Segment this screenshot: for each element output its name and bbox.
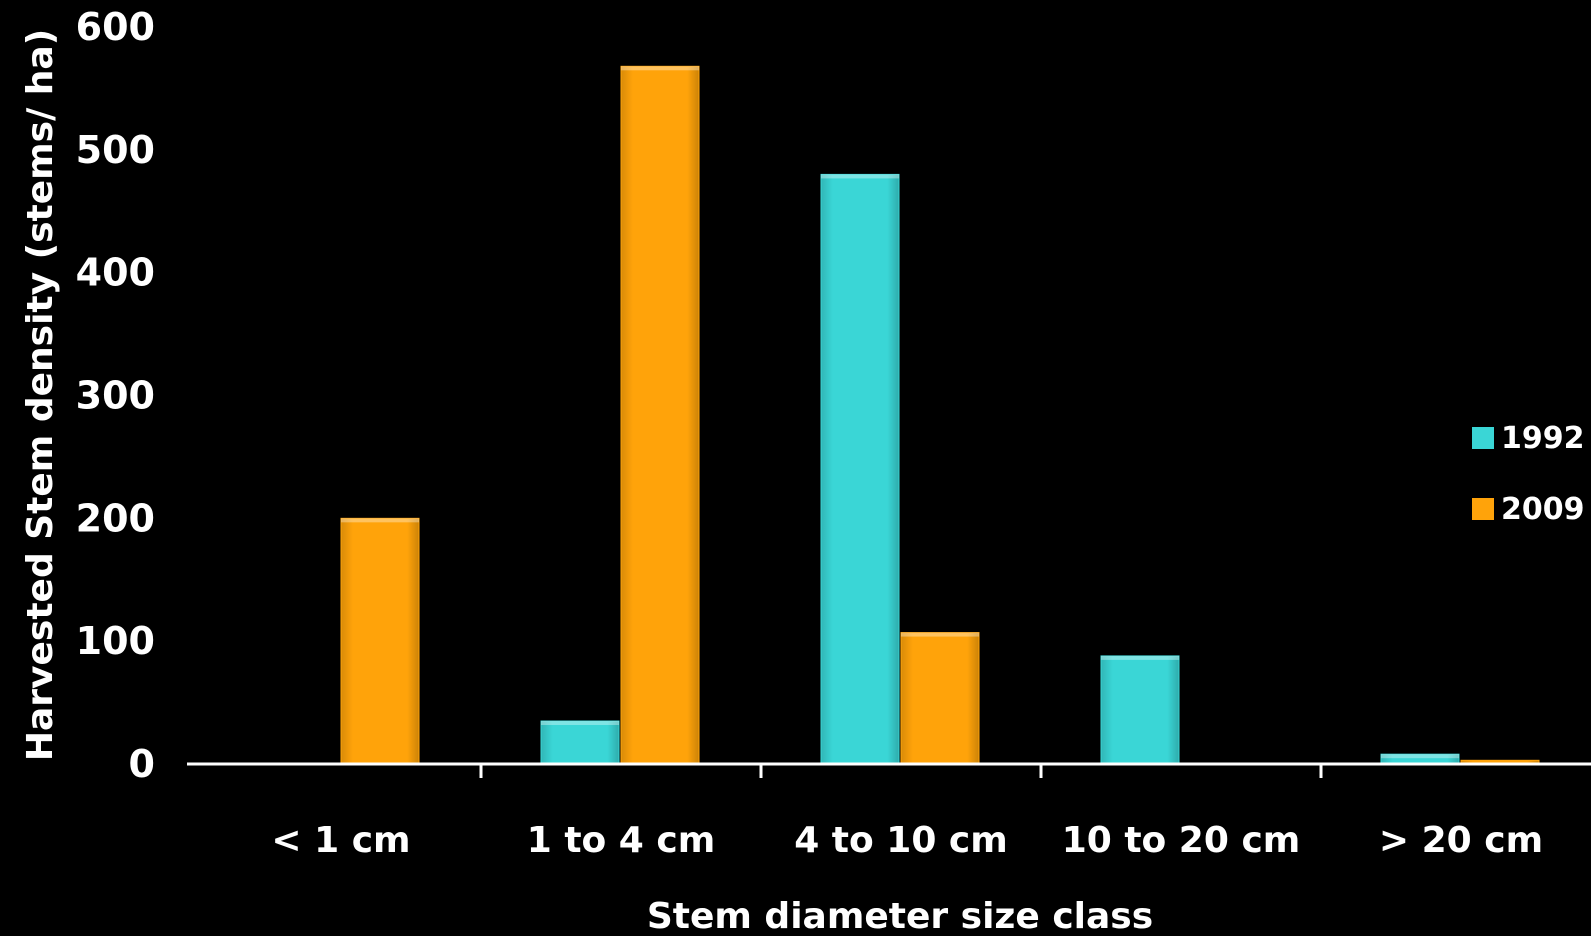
bar-highlight <box>341 518 419 523</box>
y-axis-title: Harvested Stem density (stems/ ha) <box>20 29 61 761</box>
bar-highlight <box>901 632 979 637</box>
y-tick-label: 500 <box>76 128 155 172</box>
x-tick-label: 10 to 20 cm <box>1062 820 1301 861</box>
bar-1992-1 <box>540 720 620 765</box>
y-tick-label: 400 <box>76 251 155 295</box>
legend-label-2009: 2009 <box>1501 492 1585 527</box>
legend-swatch-2009 <box>1472 498 1494 520</box>
bars <box>340 65 1540 765</box>
x-axis-ticks <box>479 764 1323 778</box>
bar-highlight <box>1381 754 1459 759</box>
y-tick-label: 300 <box>76 374 155 418</box>
x-tick-label: 1 to 4 cm <box>527 820 716 861</box>
y-tick-label: 0 <box>129 742 155 786</box>
bar-2009-1 <box>620 65 700 765</box>
legend-label-1992: 1992 <box>1501 421 1585 456</box>
bar-2009-2 <box>900 632 980 765</box>
bar-2009-0 <box>340 517 420 765</box>
bar-highlight <box>821 174 899 179</box>
x-axis-title: Stem diameter size class <box>647 896 1153 936</box>
x-tick-label: > 20 cm <box>1379 820 1543 861</box>
legend: 1992 2009 <box>1472 421 1585 527</box>
x-axis-labels: < 1 cm 1 to 4 cm 4 to 10 cm 10 to 20 cm > 20… <box>271 820 1543 861</box>
bar-highlight <box>541 721 619 726</box>
x-tick-label: < 1 cm <box>271 820 410 861</box>
bar-1992-2 <box>820 173 900 765</box>
y-tick-label: 600 <box>76 5 155 49</box>
y-tick-label: 200 <box>76 496 155 540</box>
y-axis-ticks: 0 100 200 300 400 500 600 <box>76 5 155 786</box>
bar-highlight <box>621 66 699 71</box>
bar-1992-3 <box>1100 655 1180 765</box>
legend-swatch-1992 <box>1472 427 1494 449</box>
bar-highlight <box>1101 655 1179 660</box>
y-tick-label: 100 <box>76 619 155 663</box>
x-tick-label: 4 to 10 cm <box>794 820 1008 861</box>
